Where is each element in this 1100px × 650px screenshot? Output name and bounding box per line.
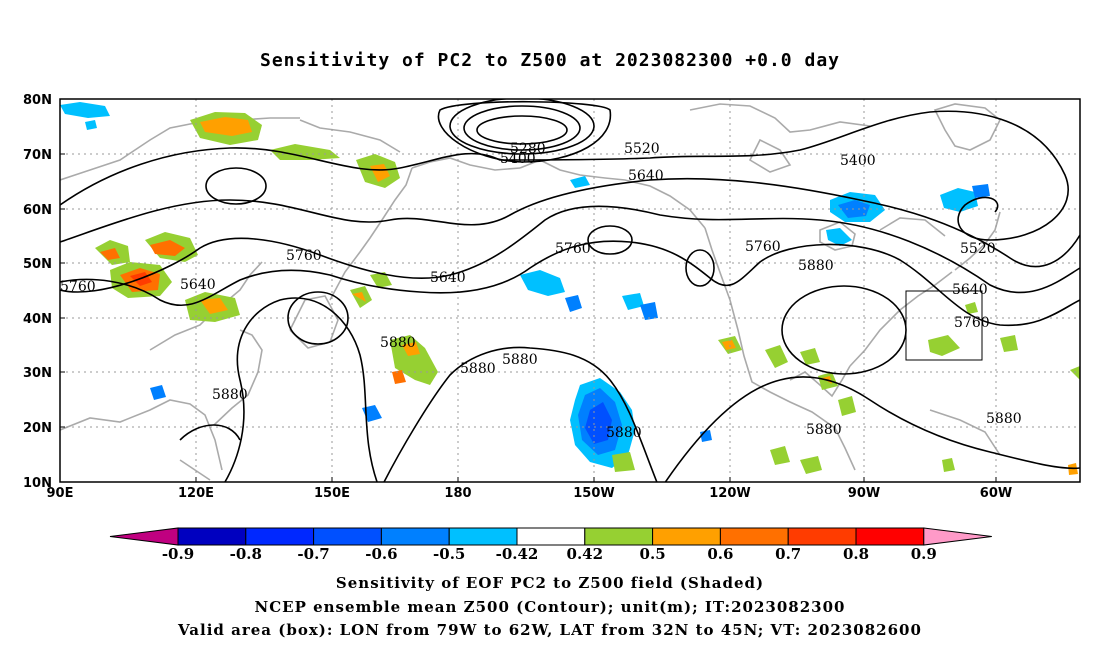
contour-label: 5760 bbox=[60, 279, 96, 295]
longitude-labels: 90E 120E 150E 180 150W 120W 90W 60W bbox=[47, 486, 1013, 501]
colorbar-swatch bbox=[448, 527, 518, 546]
lat-label: 30N bbox=[23, 366, 52, 381]
latitude-labels: 80N 70N 60N 50N 40N 30N 20N 10N bbox=[23, 93, 52, 491]
lon-label: 120E bbox=[178, 486, 214, 501]
lat-label: 60N bbox=[23, 203, 52, 218]
colorbar-swatch bbox=[787, 527, 857, 546]
contour-label: 5640 bbox=[628, 168, 664, 184]
contour-label: 5520 bbox=[960, 241, 996, 257]
colorbar-tick-label: -0.5 bbox=[433, 545, 465, 563]
contour-label: 5760 bbox=[555, 241, 591, 257]
colorbar-swatch bbox=[584, 527, 654, 546]
axis-ticks bbox=[60, 153, 997, 482]
colorbar-tick-label: 0.6 bbox=[707, 545, 733, 563]
lat-label: 80N bbox=[23, 93, 52, 108]
contour-label: 5760 bbox=[954, 315, 990, 331]
lon-label: 120W bbox=[709, 486, 750, 501]
contour-label: 5400 bbox=[840, 153, 876, 169]
map-frame bbox=[59, 98, 1081, 483]
colorbar-tick-label: 0.5 bbox=[640, 545, 666, 563]
lon-label: 90W bbox=[848, 486, 880, 501]
colorbar-tick-label: -0.9 bbox=[162, 545, 194, 563]
contour-label: 5640 bbox=[952, 282, 988, 298]
contour-label: 5760 bbox=[745, 239, 781, 255]
contour-label: 5880 bbox=[502, 352, 538, 368]
contour-label: 5880 bbox=[806, 422, 842, 438]
colorbar-swatch bbox=[652, 527, 721, 546]
lat-label: 40N bbox=[23, 312, 52, 327]
colorbar: -0.9 -0.8 -0.7 -0.6 -0.5 -0.42 0.42 0.5 0.6 0.7 0.… bbox=[109, 527, 992, 563]
lat-label: 50N bbox=[23, 257, 52, 272]
colorbar-tick-label: 0.9 bbox=[911, 545, 937, 563]
colorbar-swatch bbox=[855, 527, 925, 546]
colorbar-tick-label: -0.7 bbox=[297, 545, 329, 563]
colorbar-tick-label: -0.8 bbox=[230, 545, 262, 563]
lon-label: 150W bbox=[573, 486, 614, 501]
colorbar-tick-label: 0.7 bbox=[775, 545, 801, 563]
valid-area-box bbox=[905, 290, 983, 361]
contour-label: 5640 bbox=[180, 277, 216, 293]
contour-labels: 5280 5400 5520 5400 5640 5520 5760 5640 … bbox=[60, 141, 1022, 441]
colorbar-tick-label: 0.8 bbox=[843, 545, 869, 563]
caption-shading: Sensitivity of EOF PC2 to Z500 field (Sh… bbox=[335, 574, 765, 592]
contour-label: 5520 bbox=[624, 141, 660, 157]
contour-label: 5760 bbox=[286, 248, 322, 264]
colorbar-swatch bbox=[380, 527, 450, 546]
contour-label: 5880 bbox=[212, 387, 248, 403]
lat-label: 10N bbox=[23, 476, 52, 491]
lon-label: 180 bbox=[444, 486, 471, 501]
contour-label: 5880 bbox=[986, 411, 1022, 427]
lon-label: 150E bbox=[314, 486, 350, 501]
colorbar-swatch bbox=[177, 527, 247, 546]
lat-label: 20N bbox=[23, 421, 52, 436]
lon-label: 90E bbox=[47, 486, 74, 501]
colorbar-under-triangle bbox=[109, 527, 179, 546]
map-title: Sensitivity of PC2 to Z500 at 2023082300… bbox=[259, 50, 840, 71]
contour-label: 5880 bbox=[606, 425, 642, 441]
colorbar-swatch bbox=[245, 527, 315, 546]
contour-label: 5400 bbox=[500, 151, 536, 167]
contour-label: 5880 bbox=[460, 361, 496, 377]
colorbar-tick-label: 0.42 bbox=[567, 545, 604, 563]
z500-contours bbox=[60, 99, 1080, 482]
colorbar-tick-label: -0.6 bbox=[365, 545, 397, 563]
colorbar-over-triangle bbox=[923, 527, 992, 546]
lat-label: 70N bbox=[23, 148, 52, 163]
sensitivity-shading bbox=[60, 102, 1080, 475]
contour-label: 5280 bbox=[510, 141, 546, 157]
lon-label: 60W bbox=[980, 486, 1012, 501]
colorbar-tick-label: -0.42 bbox=[496, 545, 539, 563]
colorbar-swatch bbox=[719, 527, 789, 546]
caption-contour: NCEP ensemble mean Z500 (Contour); unit(… bbox=[254, 598, 846, 616]
caption-valid-area: Valid area (box): LON from 79W to 62W, L… bbox=[178, 621, 922, 639]
contour-label: 5640 bbox=[430, 270, 466, 286]
colorbar-swatch bbox=[313, 527, 382, 546]
contour-label: 5880 bbox=[798, 258, 834, 274]
contour-label: 5880 bbox=[380, 335, 416, 351]
colorbar-swatch bbox=[516, 527, 586, 546]
